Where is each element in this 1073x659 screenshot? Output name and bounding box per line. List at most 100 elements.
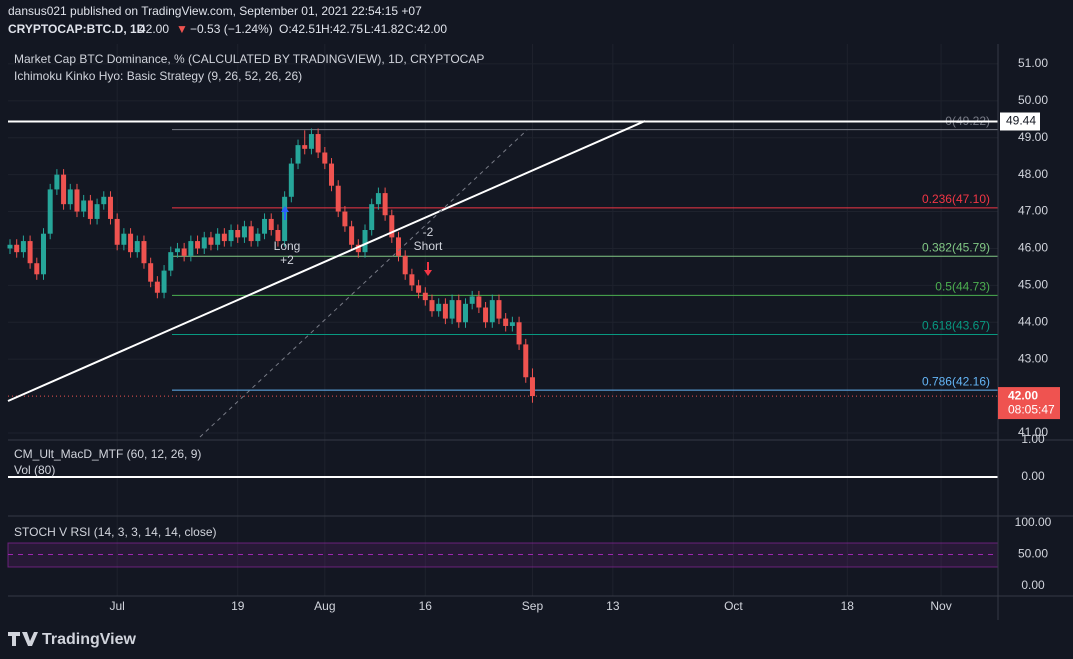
fib-label: 0.786(42.16) [922, 374, 990, 388]
candle-body [509, 322, 515, 326]
y-tick-label: 0.00 [1021, 578, 1045, 592]
candle-body [87, 200, 93, 219]
candle-body [416, 285, 422, 293]
last-price-label: 42.00 [1008, 388, 1038, 402]
x-tick-label: Sep [522, 599, 544, 613]
high: H:42.75 [321, 22, 363, 36]
candle-body [235, 230, 241, 238]
candle-body [114, 218, 120, 245]
candle-body [489, 300, 495, 323]
candle-body [342, 211, 348, 227]
y-tick-label: 49.00 [1018, 130, 1048, 144]
candle-body [20, 241, 26, 253]
x-tick-label: Oct [724, 599, 743, 613]
candle-body [181, 248, 187, 256]
candle-body [308, 134, 314, 149]
candle-body [168, 252, 174, 271]
candle-body [496, 300, 502, 319]
candle-body [396, 237, 402, 256]
axes: Jul 19 Aug 16 Sep 13 Oct 18 Nov 51.00 50.00 49.00 48… [8, 44, 1073, 624]
candle-body [462, 303, 468, 323]
candle-body [195, 241, 201, 249]
chart-title: Market Cap BTC Dominance, % (CALCULATED … [14, 52, 484, 66]
y-tick-label: 48.00 [1018, 167, 1048, 181]
candle-body [315, 134, 321, 153]
y-tick-label: 44.00 [1018, 314, 1048, 328]
candle-body [128, 233, 134, 253]
x-tick-label: 16 [419, 599, 433, 613]
candle-body [61, 174, 67, 205]
candle-body [422, 292, 428, 301]
candle-body [362, 230, 368, 253]
candle-body [402, 255, 408, 275]
candle-body [262, 218, 268, 234]
level-label: 49.44 [1006, 114, 1036, 128]
candle-body [295, 145, 301, 164]
y-tick-label: 0.00 [1021, 469, 1045, 483]
candle-body [429, 300, 435, 312]
candle-body [409, 274, 415, 286]
candle-body [255, 233, 261, 242]
candle-body [94, 204, 100, 219]
candle-body [322, 152, 328, 164]
y-tick-label: 45.00 [1018, 278, 1048, 292]
candle-body [241, 226, 247, 238]
fib-label: 0.618(43.67) [922, 319, 990, 333]
x-tick-label: 13 [606, 599, 620, 613]
candle-body [81, 200, 87, 212]
candle-body [121, 233, 127, 245]
fib-label: 0.236(47.10) [922, 192, 990, 206]
candle-body [375, 193, 381, 205]
vol-title: Vol (80) [14, 463, 55, 477]
short-arrow [424, 262, 432, 276]
candle-body [215, 233, 221, 245]
dashed-line [199, 129, 528, 438]
low: L:41.82 [364, 22, 404, 36]
y-tick-label: 41.00 [1018, 425, 1048, 439]
annotation: Short [414, 239, 443, 253]
annotation: +2 [280, 253, 294, 267]
y-tick-label: 50.00 [1018, 547, 1048, 561]
y-tick-label: 50.00 [1018, 93, 1048, 107]
change: −0.53 (−1.24%) [190, 22, 273, 36]
publisher: dansus021 published on TradingView.com, … [8, 4, 422, 18]
y-tick-label: 51.00 [1018, 56, 1048, 70]
y-tick-label: 47.00 [1018, 204, 1048, 218]
candle-body [476, 296, 482, 308]
close: C:42.00 [405, 22, 447, 36]
last-price-box [998, 387, 1060, 420]
candle-body [436, 303, 442, 312]
candle-body [302, 145, 308, 149]
candle-body [389, 215, 395, 238]
candle-body [67, 189, 73, 205]
candle-body [335, 185, 341, 212]
brand: TradingView [42, 631, 137, 648]
annotation: -2 [423, 225, 434, 239]
open: O:42.51 [279, 22, 322, 36]
candle-body [47, 189, 53, 234]
candle-body [54, 174, 60, 190]
stoch-band [7, 542, 999, 568]
candle-body [141, 241, 147, 264]
candle-body [355, 244, 361, 253]
x-tick-label: Aug [314, 599, 335, 613]
candle-body [7, 244, 13, 249]
candle-body [275, 230, 281, 242]
trend-line [7, 120, 646, 402]
candle-body [456, 300, 462, 323]
candle-body [107, 196, 113, 219]
candle-body [449, 300, 455, 319]
candle-body [34, 263, 40, 275]
long-arrow [281, 206, 289, 220]
candle-body [148, 263, 154, 282]
candle-body [228, 230, 234, 242]
candle-body [503, 318, 509, 326]
candle-body [27, 241, 33, 264]
header-bar [0, 0, 1073, 40]
candle-body [74, 189, 80, 212]
level-box [1000, 112, 1040, 131]
candle-body [523, 344, 529, 378]
plot: 0(49.22)0.236(47.10)0.382(45.79)0.5(44.7… [7, 114, 998, 478]
x-tick-label: Nov [930, 599, 951, 613]
